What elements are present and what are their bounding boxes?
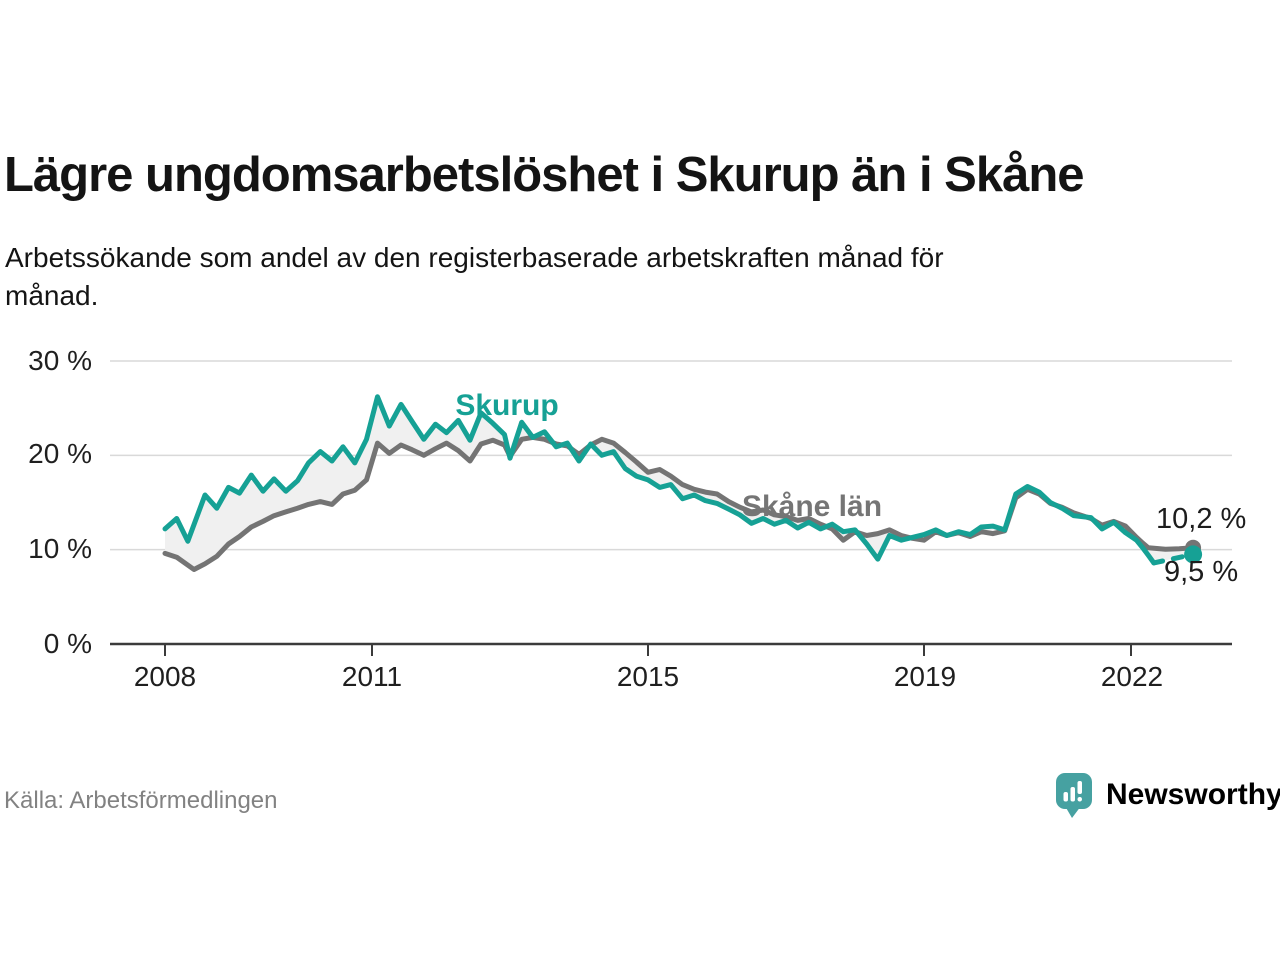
x-tick-2011: 2011	[341, 661, 403, 692]
newsworthy-logo: Newsworthy	[1055, 772, 1280, 820]
newsworthy-logo-icon	[1056, 773, 1092, 818]
y-tick-0: 0 %	[43, 628, 92, 659]
end-value-skurup: 9,5 %	[1164, 556, 1239, 588]
x-tick-2015: 2015	[616, 661, 680, 692]
series-label-skane: Skåne län	[741, 490, 883, 523]
newsworthy-logo-text: Newsworthy	[1106, 778, 1280, 811]
y-tick-20: 20 %	[28, 438, 92, 469]
y-tick-30: 30 %	[28, 345, 92, 376]
series-label-skurup: Skurup	[455, 389, 559, 422]
end-value-skane: 10,2 %	[1156, 503, 1247, 535]
x-tick-2019: 2019	[893, 661, 957, 692]
chart-title: Lägre ungdomsarbetslöshet i Skurup än i …	[4, 148, 1085, 202]
source-note: Källa: Arbetsförmedlingen	[4, 787, 278, 814]
chart-subtitle: Arbetssökande som andel av den registerb…	[5, 242, 944, 311]
y-tick-10: 10 %	[28, 533, 92, 564]
x-tick-2008: 2008	[133, 661, 197, 692]
x-tick-2022: 2022	[1100, 661, 1164, 692]
